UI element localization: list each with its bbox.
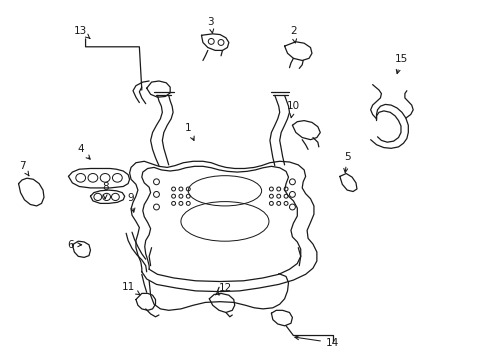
Text: 1: 1	[184, 123, 194, 140]
Text: 14: 14	[294, 336, 339, 348]
Text: 7: 7	[19, 161, 29, 176]
Text: 4: 4	[77, 144, 90, 159]
Text: 6: 6	[67, 240, 81, 250]
Text: 2: 2	[289, 26, 296, 43]
Text: 9: 9	[127, 193, 135, 212]
Text: 3: 3	[206, 17, 213, 33]
Text: 10: 10	[286, 101, 299, 118]
Text: 12: 12	[215, 283, 231, 295]
Text: 15: 15	[393, 54, 407, 73]
Text: 11: 11	[122, 282, 140, 295]
Text: 5: 5	[343, 152, 350, 172]
Text: 8: 8	[102, 182, 108, 199]
Text: 13: 13	[74, 26, 90, 39]
